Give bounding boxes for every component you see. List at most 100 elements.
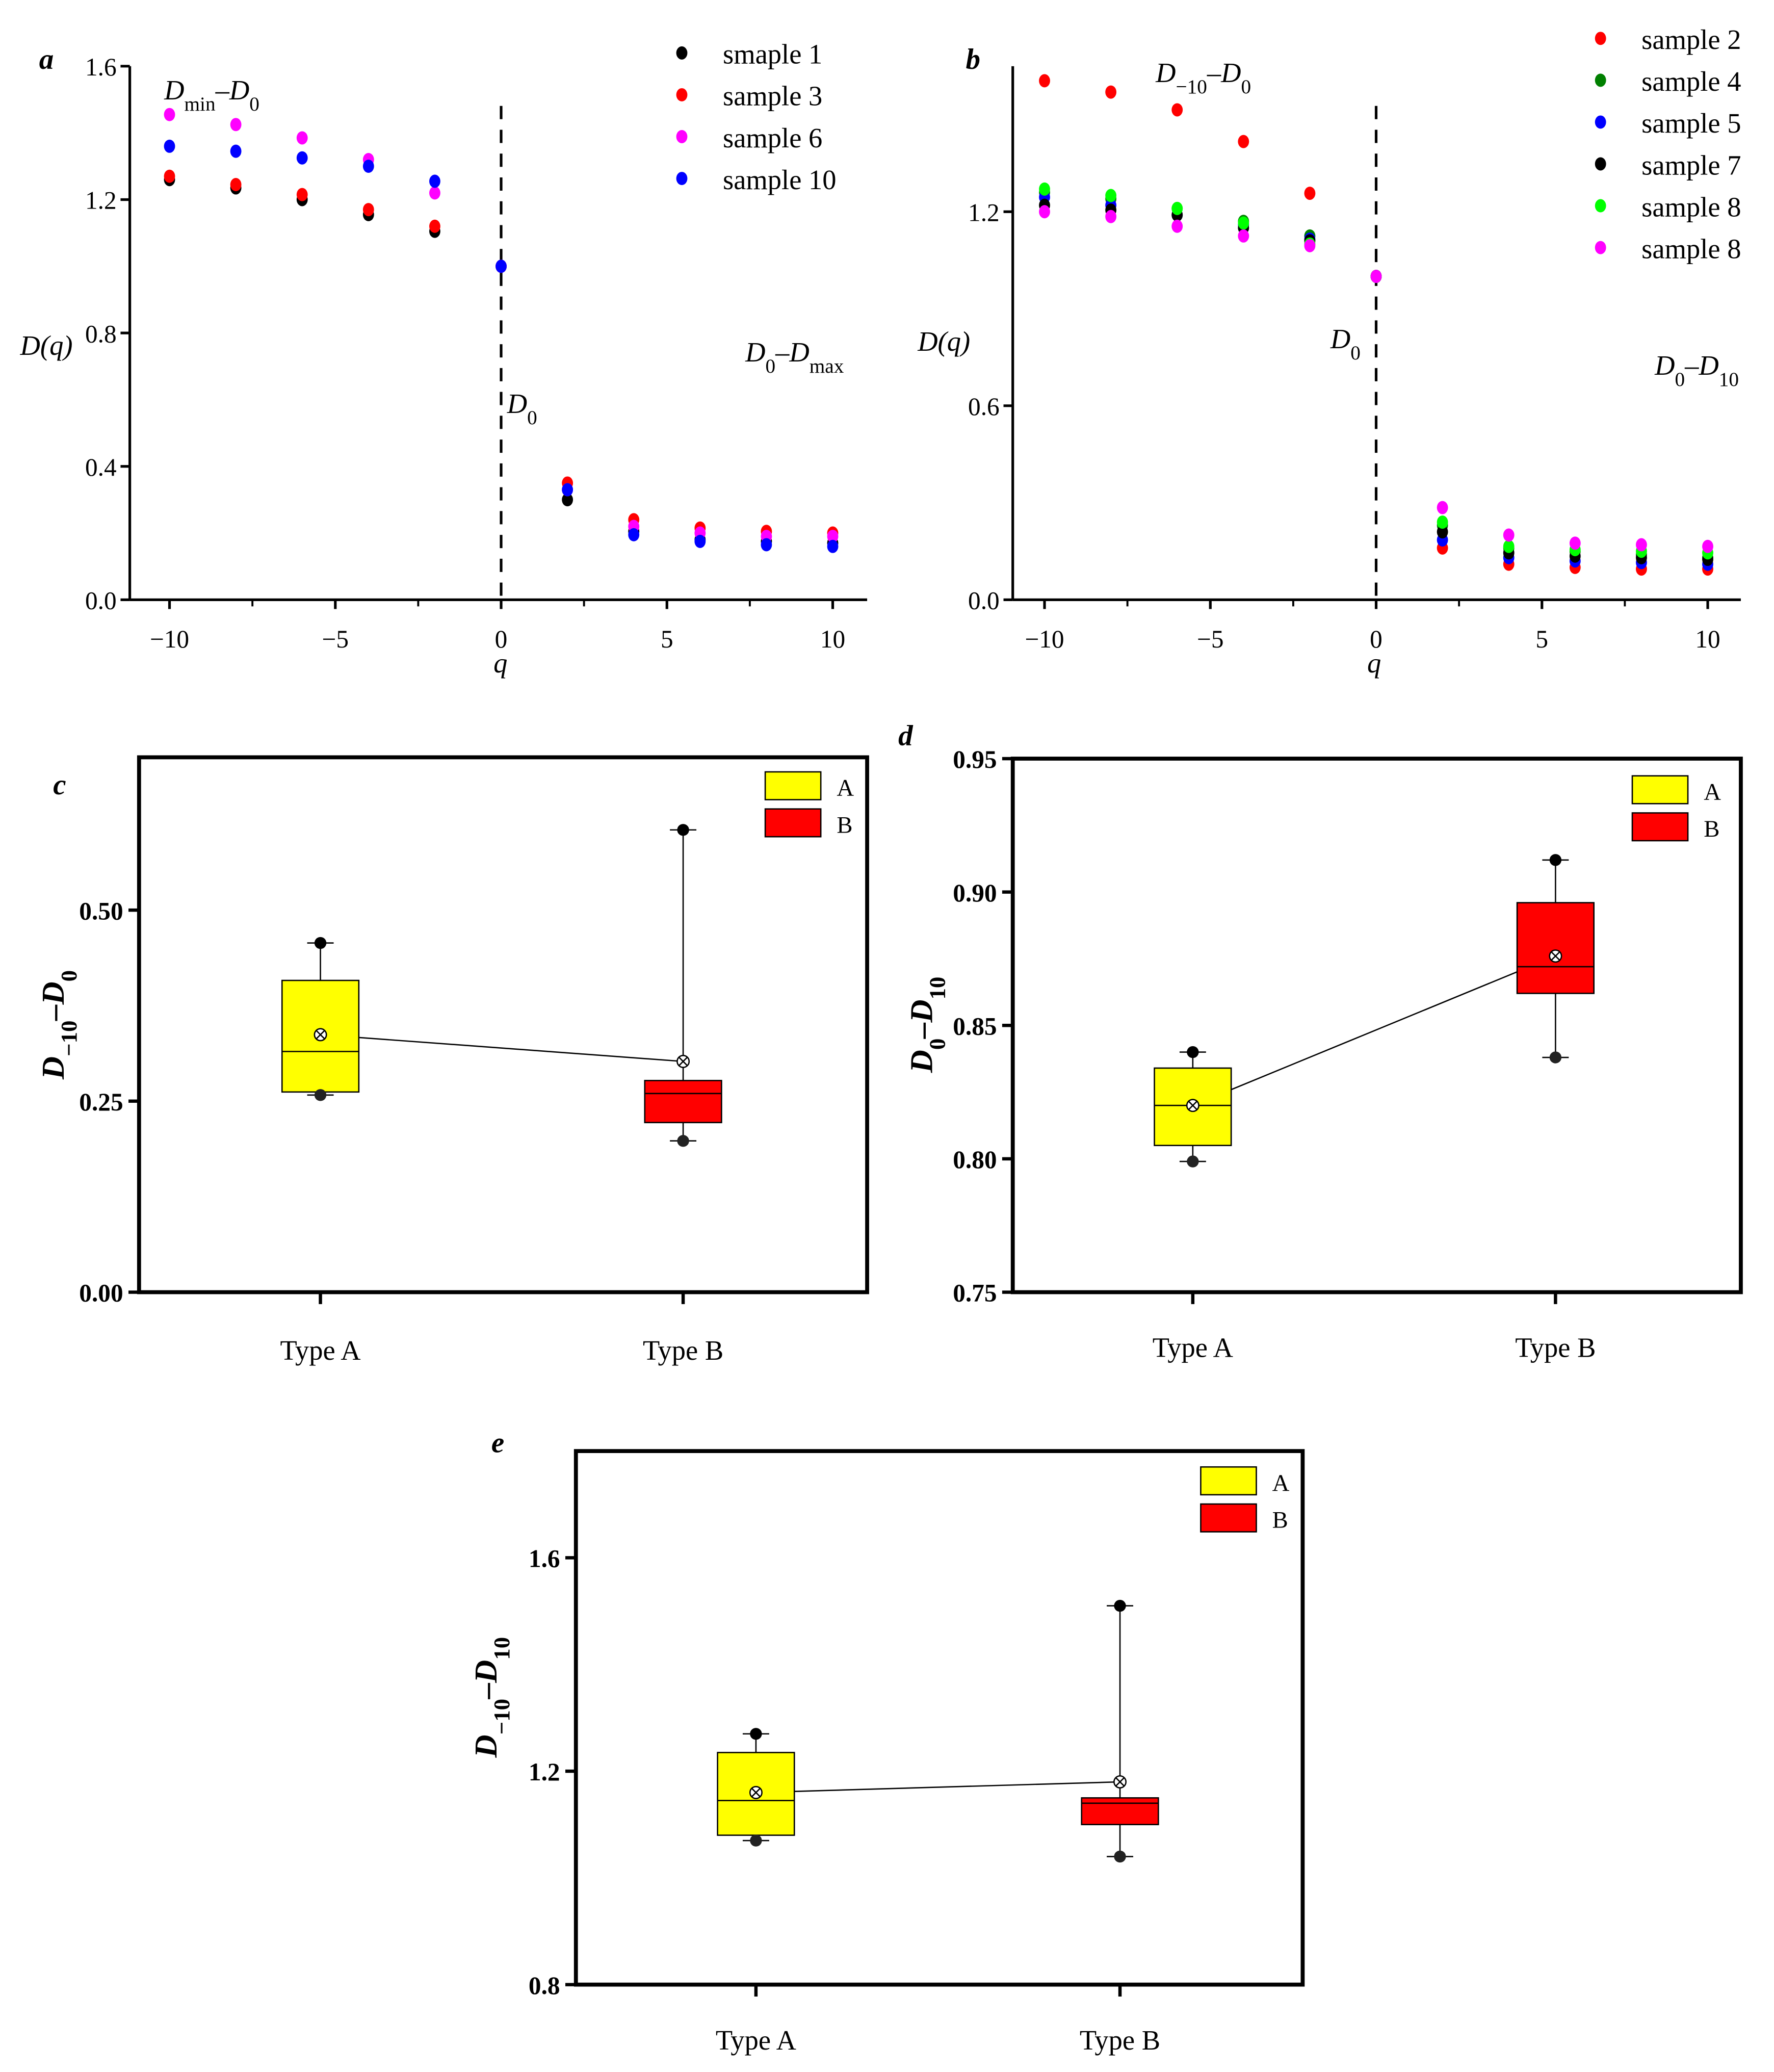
panel-b-legend-label: sample 4 (1641, 66, 1741, 97)
panel-a-y-tick-label: 0.4 (85, 453, 117, 481)
panel-d-y-tick-label: 0.85 (953, 1012, 997, 1040)
panel-d-y-label-part: 0 (924, 1039, 950, 1050)
panel-c-y-label-part: D (36, 1056, 71, 1080)
panel-b-d0-annotation-part: 0 (1350, 342, 1361, 364)
panel-d-mean-cross (1188, 1101, 1197, 1110)
panel-b-x-tick-label: 10 (1695, 625, 1720, 653)
panel-a-legend-marker (676, 130, 688, 143)
panel-e-max-marker (750, 1728, 762, 1740)
panel-b-point-sample-8 (1437, 501, 1448, 514)
panel-c-min-marker (677, 1135, 689, 1147)
panel-b-x-tick-label: 0 (1370, 625, 1382, 653)
panel-a-right-annotation-part: –D (775, 336, 810, 368)
panel-b-legend-label: sample 8 (1641, 191, 1741, 222)
panel-a-right-annotation: D0–Dmax (745, 336, 844, 377)
panel-a-left-annotation: Dmin–D0 (164, 74, 259, 115)
panel-d-y-tick-label: 0.95 (953, 745, 997, 773)
panel-b-point-sample-8 (1503, 539, 1515, 553)
panel-b-point-sample-8 (1105, 189, 1117, 202)
panel-b-y-tick-label: 0.6 (968, 393, 1000, 421)
panel-b-y-label: D(q) (917, 326, 970, 357)
panel-a-x-tick-label: 10 (820, 625, 845, 653)
panel-a-legend-label: smaple 1 (723, 39, 822, 70)
panel-b-point-sample-8 (1702, 539, 1713, 553)
panel-b-legend-marker (1595, 241, 1606, 254)
panel-b-right-annotation-part: D (1654, 350, 1675, 381)
panel-c-frame (137, 755, 869, 1294)
panel-c-min-marker (314, 1089, 327, 1101)
panel-a-x-tick-label: −10 (150, 625, 189, 653)
panel-a-point-sample-3 (296, 188, 308, 201)
panel-b-point-sample-2 (1171, 103, 1183, 117)
panel-d-mean-line (1192, 955, 1556, 1106)
panel-c-x-tick-label: Type B (643, 1335, 723, 1366)
panel-e-legend-swatch (1200, 1503, 1257, 1533)
panel-b-left-annotation: D−10–D0 (1155, 57, 1251, 98)
panel-c-mean-line (320, 1034, 684, 1063)
panel-c-y-tick-label: 0.00 (79, 1279, 123, 1307)
panel-c-y-label: D−10–D0 (36, 970, 82, 1080)
panel-a-right-annotation-part: D (745, 336, 765, 368)
panel-a-legend-label: sample 6 (723, 122, 822, 153)
panel-d-x-tick-label: Type A (1153, 1332, 1233, 1363)
panel-b-x-label: q (1367, 648, 1381, 679)
panel-c-y-tick-label: 0.25 (79, 1088, 123, 1116)
panel-b-point-sample-2 (1039, 74, 1050, 88)
panel-e-min-marker (1114, 1850, 1126, 1863)
panel-c-legend-label: A (837, 775, 854, 801)
panel-e-letter: e (491, 1427, 504, 1459)
panel-a-point-sample-10 (429, 174, 440, 188)
panel-a-point-smaple-1 (562, 493, 573, 507)
panel-b-right-annotation-part: –D (1684, 350, 1719, 381)
panel-d-y-label: D0–D10 (904, 977, 950, 1073)
panel-d-y-label-part: –D (904, 1000, 939, 1039)
panel-b-point-sample-8 (1105, 210, 1117, 223)
panel-a-d0-annotation-part: 0 (527, 407, 537, 429)
panel-a-d0-annotation: D0 (507, 388, 537, 428)
panel-e-mean-cross (1115, 1777, 1125, 1786)
panel-a-y-tick-label: 1.2 (85, 187, 117, 215)
panel-e-y-label-part: 10 (489, 1637, 514, 1660)
panel-d-box (1516, 902, 1595, 994)
panel-b-left-annotation-part: −10 (1176, 76, 1207, 98)
panel-b-letter: b (966, 43, 981, 75)
panel-b-y-tick-label: 0.0 (968, 587, 1000, 615)
panel-e-y-label-part: –D (468, 1660, 504, 1699)
panel-a-legend-label: sample 10 (723, 164, 837, 195)
panel-a-left-annotation-part: –D (215, 74, 250, 106)
panel-d-legend-label: B (1704, 816, 1719, 842)
panel-b-point-sample-8 (1238, 216, 1249, 230)
panel-b-legend-marker (1595, 73, 1606, 87)
panel-d-legend-label: A (1704, 779, 1721, 805)
panel-a-point-sample-3 (429, 219, 440, 233)
panel-a-legend-marker (676, 172, 688, 186)
panel-d-x-tick-label: Type B (1515, 1332, 1596, 1363)
panel-a-point-sample-6 (429, 186, 440, 200)
panel-b-legend-marker (1595, 157, 1606, 171)
panel-b-point-sample-8 (1039, 182, 1050, 196)
panel-a-legend-label: sample 3 (723, 81, 822, 112)
panel-d-y-tick-label: 0.75 (953, 1279, 997, 1307)
panel-a-point-sample-10 (761, 538, 772, 552)
panel-c-letter: c (53, 769, 66, 801)
panel-c-max-marker (677, 824, 689, 836)
panel-b-legend-label: sample 7 (1641, 149, 1741, 180)
panel-a-point-sample-6 (827, 530, 839, 543)
panel-b-legend-label: sample 2 (1641, 24, 1741, 55)
panel-d-y-label-part: 10 (924, 977, 950, 1000)
panel-c-mean-cross (316, 1030, 325, 1040)
panel-e-legend-swatch (1200, 1466, 1257, 1496)
panel-a-point-sample-10 (230, 144, 242, 158)
panel-c-legend-label: B (837, 812, 852, 838)
panel-c-y-label-part: −10 (56, 1021, 82, 1056)
panel-b-x-tick-label: −10 (1025, 625, 1064, 653)
panel-a-point-sample-6 (230, 118, 242, 132)
panel-b-legend-label: sample 8 (1641, 233, 1741, 264)
panel-a-legend-marker (676, 88, 688, 101)
panel-e-y-label-part: D (468, 1734, 504, 1758)
panel-b-legend-marker (1595, 199, 1606, 213)
panel-b-point-sample-8 (1238, 229, 1249, 243)
panel-b-left-annotation-part: –D (1207, 57, 1241, 88)
panel-b-point-sample-8 (1437, 515, 1448, 529)
